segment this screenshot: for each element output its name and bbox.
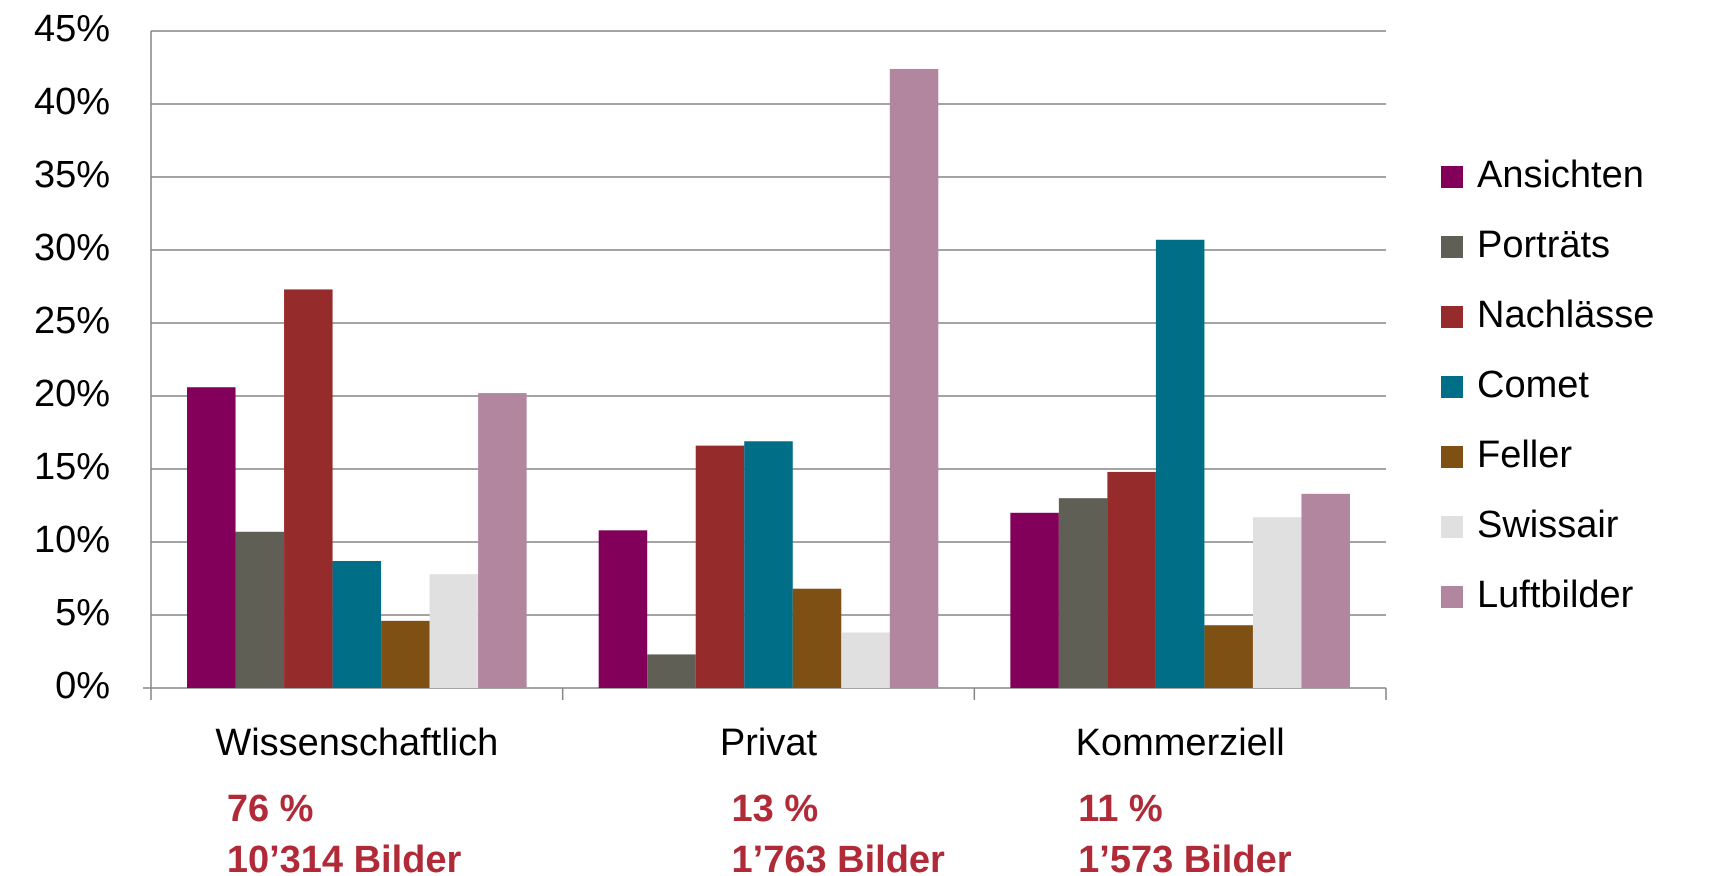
bar — [1204, 625, 1253, 688]
y-tick-label: 30% — [34, 227, 110, 269]
y-tick-label: 35% — [34, 154, 110, 196]
category-note: 1’763 Bilder — [732, 839, 946, 876]
bar — [1301, 493, 1350, 688]
bar — [695, 445, 745, 688]
y-tick-label: 10% — [34, 519, 110, 561]
bar — [284, 289, 333, 688]
bar — [1010, 512, 1059, 688]
bar — [792, 588, 842, 688]
bar — [1107, 471, 1156, 688]
legend-swatch — [1441, 166, 1463, 188]
legend-swatch — [1441, 236, 1463, 258]
legend-swatch — [1441, 446, 1463, 468]
category-note: 13 % — [732, 788, 819, 830]
legend-label: Luftbilder — [1477, 574, 1634, 616]
legend-swatch — [1441, 306, 1463, 328]
bar — [647, 654, 696, 688]
bar — [889, 68, 939, 688]
bar — [381, 620, 430, 688]
x-tick-label: Wissenschaftlich — [215, 722, 498, 764]
category-note: 11 % — [1078, 788, 1163, 830]
legend-label: Nachlässe — [1477, 294, 1654, 336]
y-tick-label: 25% — [34, 300, 110, 342]
legend-label: Feller — [1477, 434, 1572, 476]
y-tick-label: 45% — [34, 8, 110, 50]
bar — [841, 632, 890, 688]
legend-swatch — [1441, 586, 1463, 608]
category-note: 1’573 Bilder — [1078, 839, 1292, 876]
y-tick-label: 20% — [34, 373, 110, 415]
bar — [1058, 498, 1108, 688]
bar — [235, 531, 285, 688]
bar — [332, 560, 382, 688]
y-tick-label: 5% — [55, 592, 110, 634]
y-tick-label: 15% — [34, 446, 110, 488]
legend-label: Swissair — [1477, 504, 1619, 546]
legend-label: Ansichten — [1477, 154, 1644, 196]
legend-swatch — [1441, 376, 1463, 398]
x-tick-label: Privat — [720, 722, 818, 764]
category-note: 76 % — [227, 788, 314, 830]
bar — [187, 387, 236, 688]
bar — [744, 441, 793, 688]
bar — [478, 393, 527, 688]
bar — [598, 530, 648, 688]
bar — [1252, 517, 1302, 688]
category-note: 10’314 Bilder — [227, 839, 462, 876]
legend-label: Comet — [1477, 364, 1589, 406]
legend-swatch — [1441, 516, 1463, 538]
y-tick-label: 40% — [34, 81, 110, 123]
y-tick-label: 0% — [55, 665, 110, 707]
bar — [429, 574, 479, 688]
legend-label: Porträts — [1477, 224, 1610, 266]
bar — [1155, 239, 1205, 688]
x-tick-label: Kommerziell — [1076, 722, 1285, 764]
